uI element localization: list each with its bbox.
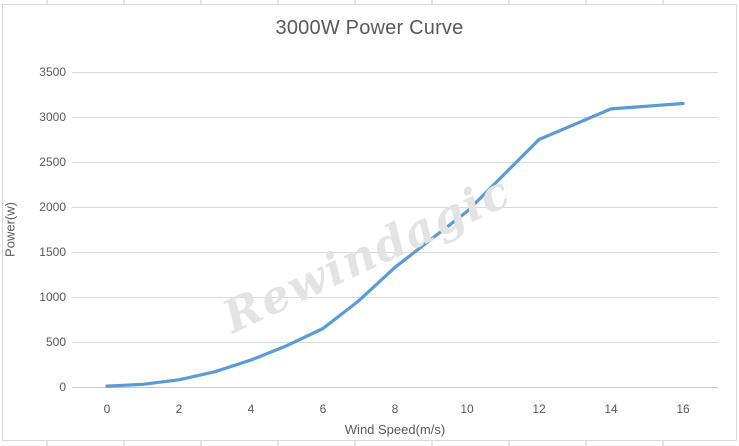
- x-tick-label: 14: [604, 402, 618, 416]
- y-tick-label: 3500: [39, 65, 66, 79]
- x-tick-label: 8: [391, 402, 399, 416]
- y-tick-label: 1500: [39, 245, 66, 259]
- chart-title: 3000W Power Curve: [275, 17, 464, 39]
- y-tick-label: 500: [45, 335, 66, 349]
- x-tick-label: 6: [319, 402, 327, 416]
- x-tick-label: 0: [103, 402, 111, 416]
- x-tick-label: 2: [175, 402, 183, 416]
- y-tick-label: 1000: [39, 290, 66, 304]
- chart-frame[interactable]: [2, 4, 737, 441]
- x-tick-label: 16: [676, 402, 690, 416]
- x-tick-label: 10: [460, 402, 474, 416]
- y-tick-label: 0: [59, 380, 66, 394]
- y-tick-label: 2000: [39, 200, 66, 214]
- y-tick-label: 2500: [39, 155, 66, 169]
- x-tick-label: 12: [532, 402, 546, 416]
- power-curve-line: [105, 101, 685, 388]
- x-tick-label: 4: [247, 402, 255, 416]
- x-axis-title: Wind Speed(m/s): [344, 422, 446, 437]
- y-tick-label: 3000: [39, 110, 66, 124]
